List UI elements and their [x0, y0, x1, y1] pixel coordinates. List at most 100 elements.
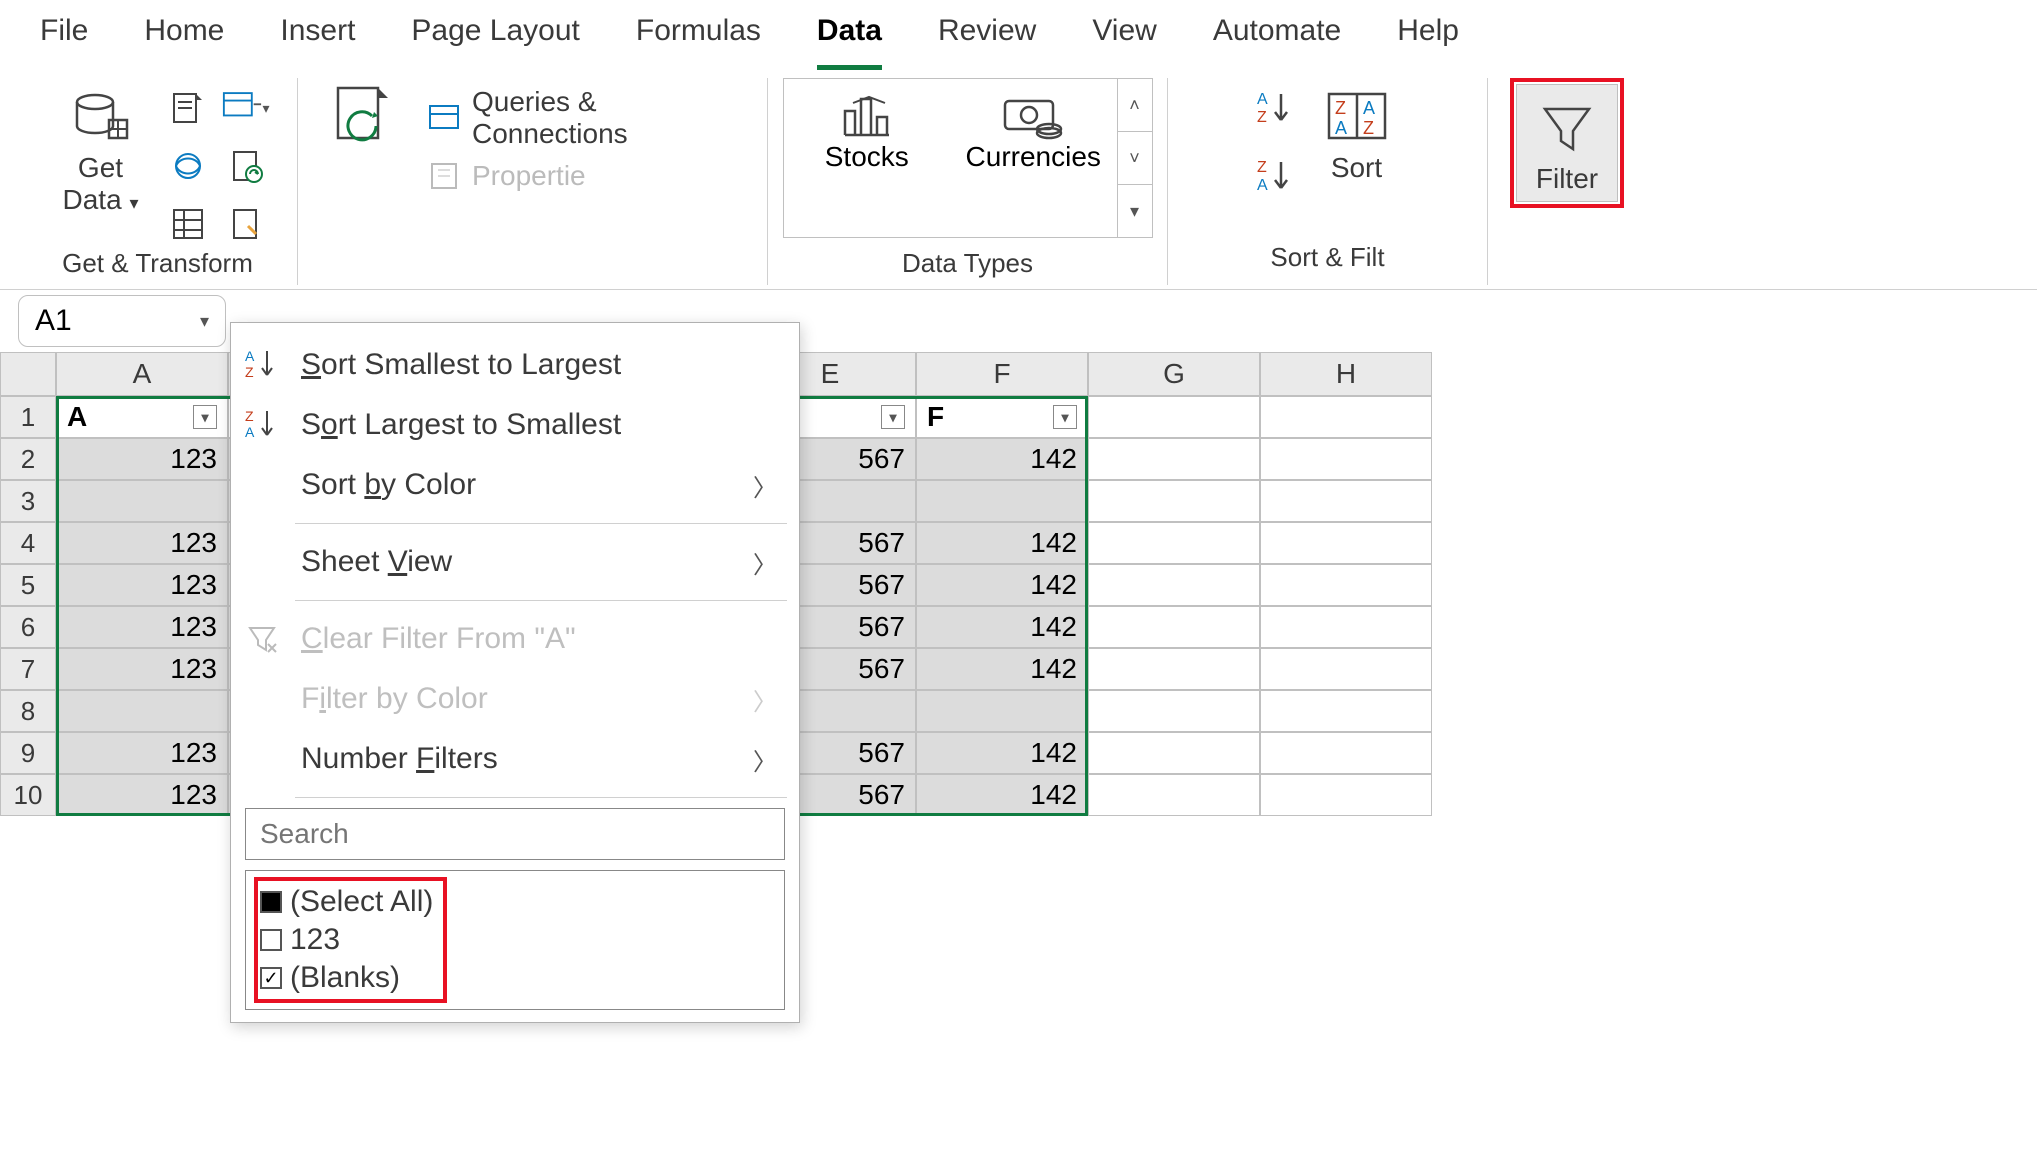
col-header-a[interactable]: A [56, 352, 228, 396]
cell-a4[interactable]: 123 [56, 522, 228, 564]
cell-g4[interactable] [1088, 522, 1260, 564]
cell-f2[interactable]: 142 [916, 438, 1088, 480]
cell-a3[interactable] [56, 480, 228, 522]
gallery-more-icon[interactable]: ▾ [1118, 185, 1152, 238]
filter-search-input[interactable] [245, 808, 785, 860]
col-header-f[interactable]: F [916, 352, 1088, 396]
cell-f7[interactable]: 142 [916, 648, 1088, 690]
check-blanks[interactable]: (Blanks) [260, 959, 433, 997]
cell-f8[interactable] [916, 690, 1088, 732]
cell-f10[interactable]: 142 [916, 774, 1088, 816]
cell-f9[interactable]: 142 [916, 732, 1088, 774]
filter-dropdown-e[interactable]: ▾ [881, 405, 905, 429]
name-box-dropdown-icon[interactable]: ▾ [200, 311, 209, 332]
cell-f5[interactable]: 142 [916, 564, 1088, 606]
from-web-icon[interactable]: ▾ [222, 84, 270, 132]
existing-conn2-icon[interactable] [222, 200, 270, 248]
name-box[interactable]: A1 ▾ [18, 295, 226, 347]
select-all-corner[interactable] [0, 352, 56, 396]
cell-f6[interactable]: 142 [916, 606, 1088, 648]
cell-h3[interactable] [1260, 480, 1432, 522]
tab-home[interactable]: Home [144, 14, 224, 70]
row-header-6[interactable]: 6 [0, 606, 56, 648]
cell-g9[interactable] [1088, 732, 1260, 774]
cell-a2[interactable]: 123 [56, 438, 228, 480]
cell-a6[interactable]: 123 [56, 606, 228, 648]
existing-connections-icon[interactable] [164, 200, 212, 248]
cell-h7[interactable] [1260, 648, 1432, 690]
row-header-9[interactable]: 9 [0, 732, 56, 774]
col-header-h[interactable]: H [1260, 352, 1432, 396]
cell-h2[interactable] [1260, 438, 1432, 480]
sort-desc-icon[interactable]: ZA [1255, 156, 1295, 196]
properties-button[interactable]: Propertie [428, 160, 745, 192]
cell-g10[interactable] [1088, 774, 1260, 816]
cell-a8[interactable] [56, 690, 228, 732]
cell-g8[interactable] [1088, 690, 1260, 732]
refresh-all-button[interactable] [320, 78, 408, 156]
cell-g6[interactable] [1088, 606, 1260, 648]
data-types-gallery[interactable]: Stocks Currencies ˄ ˅ ▾ [783, 78, 1153, 238]
cell-f1[interactable]: F▾ [916, 396, 1088, 438]
cell-h9[interactable] [1260, 732, 1432, 774]
tab-automate[interactable]: Automate [1213, 14, 1341, 70]
cell-h5[interactable] [1260, 564, 1432, 606]
menu-sort-desc[interactable]: ZA Sort Largest to Smallest [231, 395, 799, 455]
get-data-button[interactable]: Get Data ▾ [46, 78, 156, 222]
cell-g1[interactable] [1088, 396, 1260, 438]
recent-sources-icon[interactable] [222, 142, 270, 190]
check-select-all[interactable]: (Select All) [260, 883, 433, 921]
row-header-10[interactable]: 10 [0, 774, 56, 816]
cell-a7[interactable]: 123 [56, 648, 228, 690]
cell-g2[interactable] [1088, 438, 1260, 480]
tab-file[interactable]: File [40, 14, 88, 70]
cell-h6[interactable] [1260, 606, 1432, 648]
gallery-up-icon[interactable]: ˄ [1118, 79, 1152, 132]
sort-asc-icon[interactable]: AZ [1255, 88, 1295, 128]
tab-help[interactable]: Help [1397, 14, 1459, 70]
col-header-g[interactable]: G [1088, 352, 1260, 396]
menu-number-filters[interactable]: Number Filters 〉 [231, 729, 799, 789]
tab-insert[interactable]: Insert [280, 14, 355, 70]
from-text-icon[interactable] [164, 84, 212, 132]
cell-g5[interactable] [1088, 564, 1260, 606]
filter-dropdown-a[interactable]: ▾ [193, 405, 217, 429]
cell-f3[interactable] [916, 480, 1088, 522]
menu-sheet-view[interactable]: Sheet View 〉 [231, 532, 799, 592]
filter-button[interactable]: Filter [1516, 84, 1618, 202]
queries-connections-button[interactable]: Queries & Connections [428, 86, 745, 150]
cell-a9[interactable]: 123 [56, 732, 228, 774]
menu-sort-asc[interactable]: AZ Sort Smallest to Largest [231, 335, 799, 395]
from-table-icon[interactable] [164, 142, 212, 190]
cell-h1[interactable] [1260, 396, 1432, 438]
tab-data[interactable]: Data [817, 14, 882, 70]
gallery-down-icon[interactable]: ˅ [1118, 132, 1152, 185]
cell-g7[interactable] [1088, 648, 1260, 690]
cell-g3[interactable] [1088, 480, 1260, 522]
tab-formulas[interactable]: Formulas [636, 14, 761, 70]
check-123[interactable]: 123 [260, 921, 433, 959]
row-header-8[interactable]: 8 [0, 690, 56, 732]
filter-search-box[interactable] [245, 808, 785, 860]
tab-page-layout[interactable]: Page Layout [411, 14, 579, 70]
cell-f4[interactable]: 142 [916, 522, 1088, 564]
row-header-7[interactable]: 7 [0, 648, 56, 690]
tab-view[interactable]: View [1092, 14, 1156, 70]
row-header-5[interactable]: 5 [0, 564, 56, 606]
row-header-1[interactable]: 1 [0, 396, 56, 438]
cell-h8[interactable] [1260, 690, 1432, 732]
filter-dropdown-f[interactable]: ▾ [1053, 405, 1077, 429]
row-header-3[interactable]: 3 [0, 480, 56, 522]
cell-h10[interactable] [1260, 774, 1432, 816]
cell-a1[interactable]: A▾ [56, 396, 228, 438]
cell-h4[interactable] [1260, 522, 1432, 564]
menu-sort-by-color[interactable]: Sort by Color 〉 [231, 455, 799, 515]
tab-review[interactable]: Review [938, 14, 1036, 70]
stocks-type[interactable]: Stocks [784, 79, 951, 173]
row-header-4[interactable]: 4 [0, 522, 56, 564]
gallery-spinner[interactable]: ˄ ˅ ▾ [1117, 79, 1152, 238]
filter-values-list[interactable]: (Select All) 123 (Blanks) [245, 870, 785, 1010]
cell-a5[interactable]: 123 [56, 564, 228, 606]
row-header-2[interactable]: 2 [0, 438, 56, 480]
cell-a10[interactable]: 123 [56, 774, 228, 816]
